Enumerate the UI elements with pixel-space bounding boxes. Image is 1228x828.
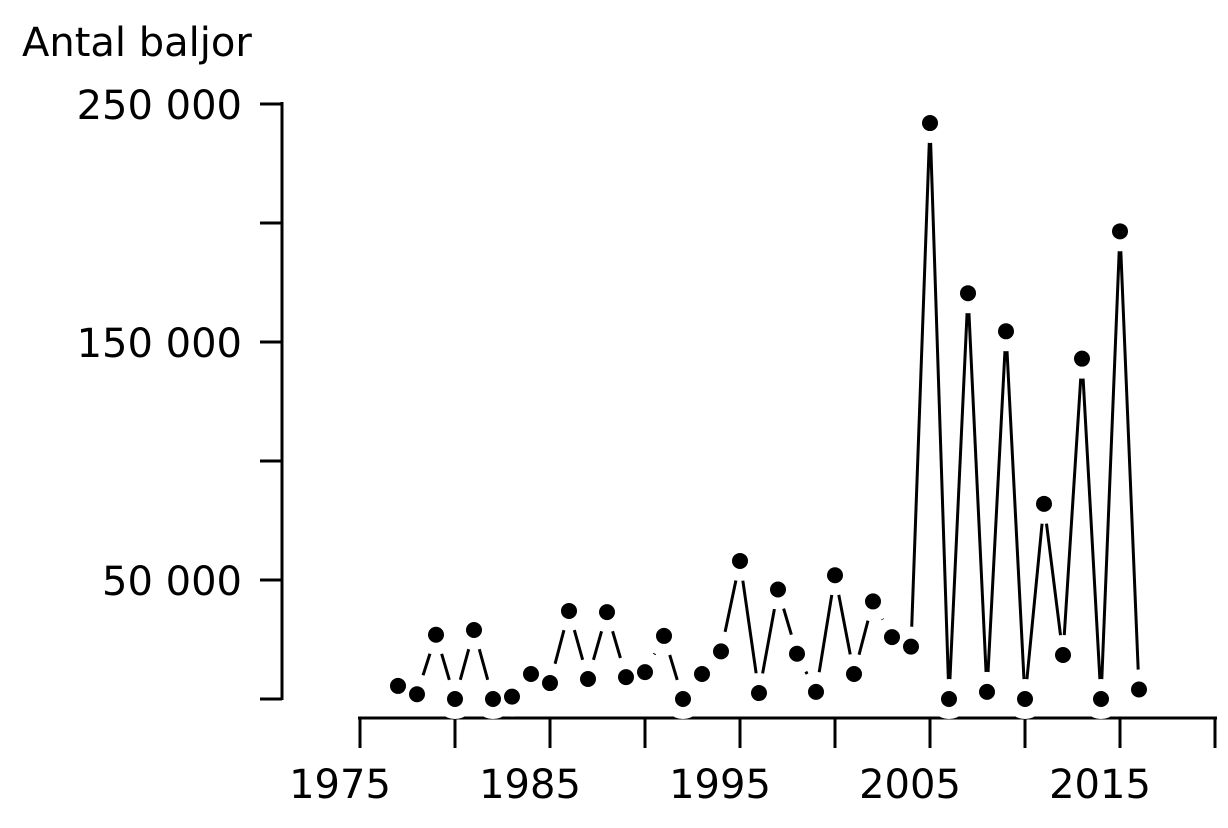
point [732, 552, 748, 569]
point [1131, 681, 1147, 698]
x-tick-label: 1995 [669, 762, 771, 808]
point [922, 115, 938, 132]
point [960, 285, 976, 302]
x-tick-label: 2015 [1049, 762, 1151, 808]
y-tick-label: 250 000 [77, 83, 242, 129]
point [466, 621, 482, 638]
point [599, 604, 615, 621]
point [504, 688, 520, 705]
point [1055, 646, 1071, 663]
point [789, 645, 805, 662]
point [409, 686, 425, 703]
point [447, 691, 463, 707]
point [751, 685, 767, 702]
point [675, 691, 691, 707]
point [808, 683, 824, 700]
point [1017, 691, 1033, 707]
point [1036, 495, 1052, 512]
point [770, 581, 786, 598]
point [485, 691, 501, 707]
y-tick-label: 50 000 [102, 559, 242, 605]
point [694, 666, 710, 683]
point [1112, 223, 1128, 240]
point [941, 691, 957, 707]
point [428, 626, 444, 643]
point [1074, 350, 1090, 367]
y-axis-label: Antal baljor [22, 20, 252, 66]
point [542, 675, 558, 692]
x-tick-label: 1975 [289, 762, 391, 808]
point [846, 666, 862, 683]
line [397, 122, 1141, 705]
y-tick-label: 150 000 [77, 321, 242, 367]
point [713, 643, 729, 660]
point [580, 671, 596, 688]
point [637, 664, 653, 681]
x-tick-label: 1985 [479, 762, 581, 808]
point [390, 677, 406, 694]
point [523, 666, 539, 683]
point [827, 567, 843, 584]
point [884, 629, 900, 646]
point [1093, 691, 1109, 707]
point [903, 638, 919, 655]
point [998, 323, 1014, 340]
point [561, 602, 577, 619]
point [979, 683, 995, 700]
point [865, 593, 881, 610]
x-tick-label: 2005 [859, 762, 961, 808]
point [618, 669, 634, 686]
point [656, 627, 672, 644]
